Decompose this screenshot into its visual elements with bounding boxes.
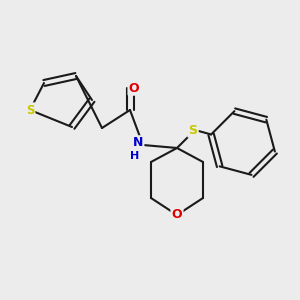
Text: O: O (172, 208, 182, 221)
Text: N: N (133, 136, 143, 149)
Text: O: O (129, 82, 139, 94)
Text: S: S (26, 103, 34, 116)
Text: S: S (188, 124, 197, 136)
Text: H: H (130, 151, 140, 161)
